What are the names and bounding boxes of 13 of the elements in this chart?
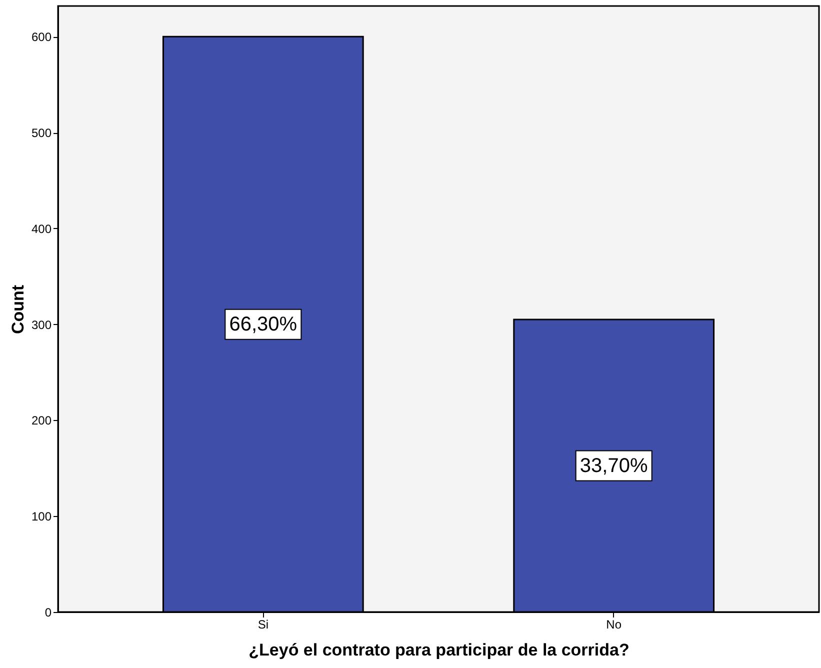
- y-tick-label: 200: [31, 414, 52, 428]
- y-tick-label: 400: [31, 222, 52, 236]
- annotation: 66,30%: [229, 313, 298, 336]
- y-tick-label: 300: [31, 318, 52, 332]
- y-axis-title: Count: [8, 284, 28, 334]
- y-tick-label: 600: [31, 30, 52, 44]
- x-tick-label: No: [606, 618, 622, 632]
- y-tick-label: 500: [31, 126, 52, 140]
- y-tick-label: 100: [31, 510, 52, 524]
- x-tick-label: Si: [258, 618, 268, 632]
- y-tick-label: 0: [44, 606, 52, 620]
- annotation: 33,70%: [580, 454, 648, 477]
- x-axis-title: ¿Leyó el contrato para participar de la corrida?: [248, 640, 630, 660]
